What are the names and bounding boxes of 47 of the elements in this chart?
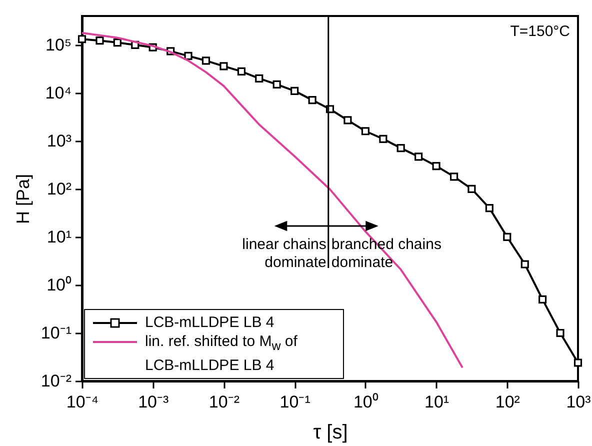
point	[414, 152, 423, 161]
point	[574, 358, 582, 367]
point	[220, 62, 228, 70]
legend-label: lin. ref. shifted to M$_{w}$ of LCB-mLLDPE LB 4	[145, 332, 298, 375]
y-tick-label: 10⁴	[45, 83, 72, 102]
y-tick-label: 10²	[46, 179, 72, 198]
point	[96, 36, 104, 45]
point	[432, 162, 440, 170]
y-tick-label: 10³	[46, 131, 72, 150]
x-tick-label: 10⁻³	[138, 392, 169, 412]
point	[113, 38, 122, 47]
point	[237, 67, 246, 76]
x-axis-title: τ [s]	[313, 422, 348, 444]
y-tick-label: 10⁻¹	[40, 323, 72, 342]
point	[485, 204, 494, 212]
x-tick-label: 10⁰	[353, 392, 378, 412]
point	[538, 295, 547, 304]
point	[344, 116, 352, 124]
x-tick-label: 10⁻⁴	[66, 392, 99, 412]
point	[468, 184, 476, 193]
y-axis-title: H [Pa]	[12, 174, 33, 224]
point	[520, 260, 529, 268]
x-tick-label: 10²	[495, 392, 520, 412]
point	[272, 80, 281, 89]
point	[396, 144, 405, 152]
point	[184, 52, 192, 60]
annotation: T=150°C	[510, 23, 570, 40]
point	[202, 56, 210, 65]
y-tick-label: 10⁻²	[40, 372, 72, 390]
point	[290, 86, 299, 95]
point	[503, 232, 512, 241]
point	[556, 328, 564, 338]
point	[361, 127, 370, 136]
x-tick-label: 10¹	[424, 392, 450, 412]
legend-label: LCB-mLLDPE LB 4	[145, 313, 274, 332]
point	[78, 35, 86, 44]
y-tick-label: 10¹	[46, 227, 72, 246]
y-tick-label: 10⁰	[46, 275, 72, 294]
y-tick-label: 10⁵	[46, 35, 72, 54]
x-tick-label: 10⁻²	[208, 392, 240, 412]
x-tick-label: 10⁻¹	[280, 392, 311, 412]
point	[255, 74, 264, 83]
point	[308, 96, 316, 104]
annotation: linear chains dominate	[242, 236, 326, 271]
point	[450, 172, 458, 181]
point	[379, 134, 388, 143]
x-tick-label: 10³	[566, 392, 592, 412]
